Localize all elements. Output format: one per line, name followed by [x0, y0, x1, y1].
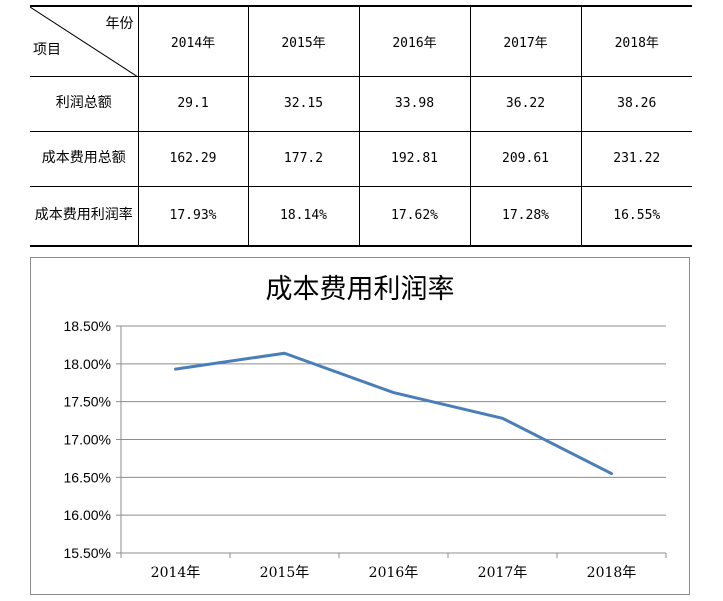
- x-tick-label: 2018年: [587, 565, 637, 581]
- data-table: 年份 项目 2014年 2015年 2016年 2017年 2018年 利润总额…: [30, 5, 692, 247]
- table-cell: 192.81: [358, 130, 471, 187]
- corner-item-label: 项目: [33, 42, 61, 59]
- table-cell: 17.62%: [358, 185, 471, 247]
- table-cell: 16.55%: [580, 185, 692, 247]
- table-header-row: 年份 项目 2014年 2015年 2016年 2017年 2018年: [30, 5, 692, 78]
- table-cell: 32.15: [247, 75, 360, 132]
- row-label: 成本费用总额: [30, 130, 139, 187]
- y-tick-label: 16.50%: [64, 469, 111, 485]
- corner-cell: 年份 项目: [30, 5, 139, 78]
- row-label: 成本费用利润率: [30, 185, 139, 247]
- diagonal-divider: [30, 7, 138, 78]
- table-cell: 18.14%: [247, 185, 360, 247]
- year-header: 2016年: [358, 5, 471, 77]
- table-cell: 36.22: [469, 75, 582, 132]
- table-cell: 177.2: [247, 130, 360, 187]
- y-tick-label: 17.00%: [64, 432, 111, 448]
- row-label: 利润总额: [30, 75, 139, 132]
- table-cell: 33.98: [358, 75, 471, 132]
- table-cell: 38.26: [580, 75, 692, 132]
- table-row: 利润总额 29.1 32.15 33.98 36.22 38.26: [30, 75, 692, 132]
- line-chart: 成本费用利润率 18.50% 18.00% 17.50% 17.00% 16.50% 16…: [64, 274, 667, 581]
- chart-title: 成本费用利润率: [266, 274, 455, 305]
- corner-year-label: 年份: [105, 16, 134, 33]
- year-header: 2018年: [580, 5, 692, 77]
- table-cell: 162.29: [137, 130, 249, 187]
- table-cell: 29.1: [137, 75, 249, 132]
- table-cell: 209.61: [469, 130, 582, 187]
- table-row: 成本费用总额 162.29 177.2 192.81 209.61 231.22: [30, 130, 692, 187]
- x-tick-label: 2014年: [151, 565, 201, 581]
- x-tick-label: 2016年: [369, 565, 419, 581]
- table-cell: 17.93%: [137, 185, 249, 247]
- x-tick-label: 2015年: [260, 565, 310, 581]
- y-tick-label: 16.00%: [64, 507, 111, 523]
- series-line: [174, 351, 613, 476]
- x-tick-label: 2017年: [478, 565, 528, 581]
- y-tick-label: 18.00%: [64, 356, 111, 372]
- y-tick-label: 17.50%: [64, 394, 111, 410]
- y-tick-label: 15.50%: [64, 545, 111, 561]
- year-header: 2017年: [469, 5, 582, 77]
- year-header: 2014年: [137, 5, 249, 77]
- y-tick-label: 18.50%: [64, 318, 111, 334]
- table-cell: 231.22: [580, 130, 692, 187]
- table-row: 成本费用利润率 17.93% 18.14% 17.62% 17.28% 16.5…: [30, 185, 692, 247]
- chart-frame: 成本费用利润率 18.50% 18.00% 17.50% 17.00% 16.50% 16…: [30, 257, 690, 595]
- table-cell: 17.28%: [469, 185, 582, 247]
- year-header: 2015年: [247, 5, 360, 77]
